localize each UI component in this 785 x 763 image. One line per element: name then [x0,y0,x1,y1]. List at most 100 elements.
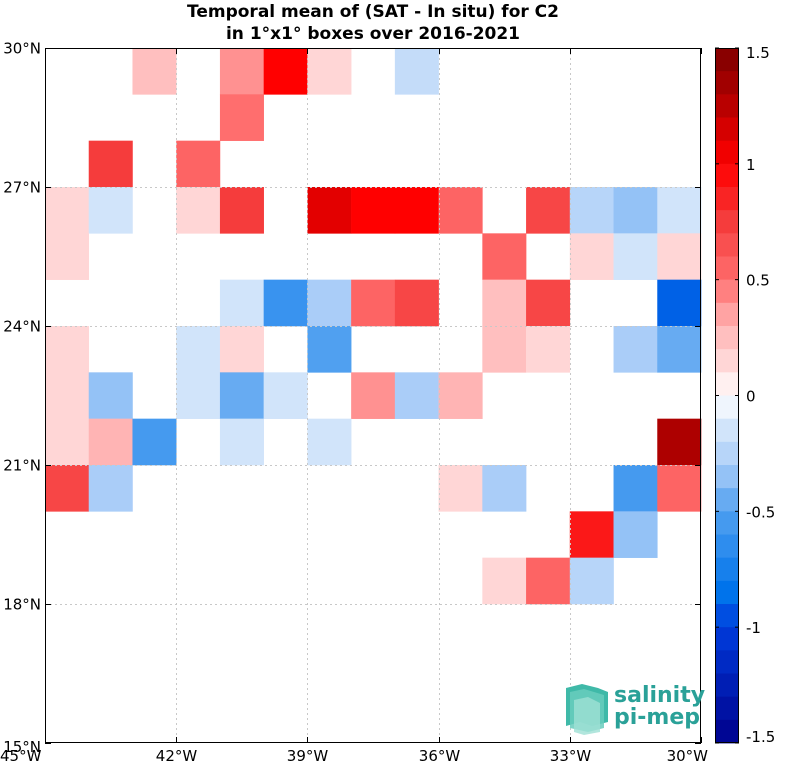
heatmap-cell-1 [219,48,264,95]
colorbar-segment-19 [715,488,739,512]
heatmap-cell-9 [88,187,133,234]
heatmap-cell-61 [569,511,614,558]
heatmap-cell-39 [613,326,658,373]
heatmap-cell-15 [438,187,483,234]
y-tick-label-2: 24°N [3,318,41,336]
colorbar-segment-17 [715,441,739,466]
heatmap-cell-20 [45,233,90,280]
colorbar-segment-6 [715,187,739,211]
heatmap-cell-28 [351,279,396,327]
colorbar-tick-label-5: -1 [746,619,761,637]
colorbar-tick-label-3: 0 [746,388,756,406]
heatmap-cell-2 [263,48,308,95]
heatmap-cell-54 [657,418,702,466]
heatmap-cell-65 [569,557,614,605]
heatmap-cell-57 [438,465,483,512]
colorbar-segment-13 [715,349,739,373]
heatmap-cell-11 [219,187,264,234]
plot-frame [45,48,701,743]
colorbar-segment-10 [715,279,739,304]
heatmap-cell-50 [88,418,133,466]
heatmap-cell-44 [219,372,264,419]
chart-title-line-2: in 1°x1° boxes over 2016-2021 [226,24,520,44]
colorbar-tick-label-0: 1.5 [746,44,770,62]
heatmap-cell-47 [394,372,439,419]
heatmap-cell-6 [88,140,133,188]
colorbar-segment-8 [715,233,739,257]
colorbar-segment-27 [715,673,739,698]
heatmap-cell-42 [88,372,133,419]
colorbar-segment-15 [715,395,739,420]
heatmap-cell-25 [219,279,264,327]
colorbar-segment-3 [715,117,739,142]
heatmap-cell-24 [657,233,702,280]
x-tick-label-3: 36°W [419,747,461,763]
colorbar-segment-23 [715,580,739,605]
colorbar-segment-0 [715,48,739,72]
heatmap-cell-52 [219,418,264,466]
heatmap-cell-18 [613,187,658,234]
heatmap-cell-5 [219,94,264,141]
heatmap-cell-49 [45,418,90,466]
heatmap-cell-8 [45,187,90,234]
grid-lines [45,48,701,743]
heatmap-cell-41 [45,372,90,419]
heatmap-cell-45 [263,372,308,419]
heatmap-cell-43 [176,372,221,419]
heatmap-cell-22 [569,233,614,280]
x-tick-label-1: 42°W [156,747,198,763]
heatmap-cells [45,48,702,605]
heatmap-cell-55 [45,465,90,512]
colorbar [715,48,739,744]
colorbar-segment-24 [715,604,739,628]
colorbar-segment-4 [715,140,739,165]
heatmap-cell-62 [613,511,658,558]
heatmap-cell-40 [657,326,702,373]
colorbar-segment-11 [715,302,739,327]
colorbar-segment-2 [715,94,739,118]
colorbar-segment-22 [715,557,739,582]
heatmap-cell-51 [132,418,177,466]
colorbar-segment-20 [715,511,739,535]
heatmap-cell-19 [657,187,702,234]
x-tick-label-2: 39°W [287,747,329,763]
heatmap-cell-23 [613,233,658,280]
colorbar-tick-label-2: 0.5 [746,272,770,290]
heatmap-cell-48 [438,372,483,419]
heatmap-cell-35 [219,326,264,373]
colorbar-segment-28 [715,696,739,721]
colorbar-segment-12 [715,326,739,350]
heatmap-cell-4 [394,48,439,95]
y-tick-label-0: 30°N [3,40,41,58]
y-tick-label-3: 21°N [3,457,41,475]
colorbar-segment-9 [715,256,739,281]
colorbar-segment-21 [715,534,739,559]
heatmap-cell-59 [613,465,658,512]
x-tick-label-0: 45°W [0,747,42,763]
heatmap-cell-63 [482,557,527,605]
heatmap-cell-14 [394,187,439,234]
logo: salinity pi-mep [566,683,705,735]
logo-text-pimep: pi-mep [614,705,700,730]
heatmap-cell-31 [526,279,571,327]
heatmap-cell-37 [482,326,527,373]
y-tick-label-5: 15°N [3,738,41,756]
heatmap-cell-36 [307,326,352,373]
chart-title-line-1: Temporal mean of (SAT - In situ) for C2 [187,2,559,22]
colorbar-segment-29 [715,719,739,744]
colorbar-segment-5 [715,163,739,188]
heatmap-cell-56 [88,465,133,512]
heatmap-cell-32 [657,279,702,327]
heatmap-cell-3 [307,48,352,95]
colorbar-tick-label-4: -0.5 [746,503,775,521]
heatmap-cell-60 [657,465,702,512]
colorbar-segment-25 [715,627,739,651]
heatmap-cell-16 [526,187,571,234]
colorbar-tick-label-1: 1 [746,156,756,174]
heatmap-cell-46 [351,372,396,419]
colorbar-segment-7 [715,210,739,234]
y-tick-label-4: 18°N [3,596,41,614]
heatmap-cell-58 [482,465,527,512]
heatmap-cell-34 [176,326,221,373]
colorbar-segment-18 [715,465,739,489]
